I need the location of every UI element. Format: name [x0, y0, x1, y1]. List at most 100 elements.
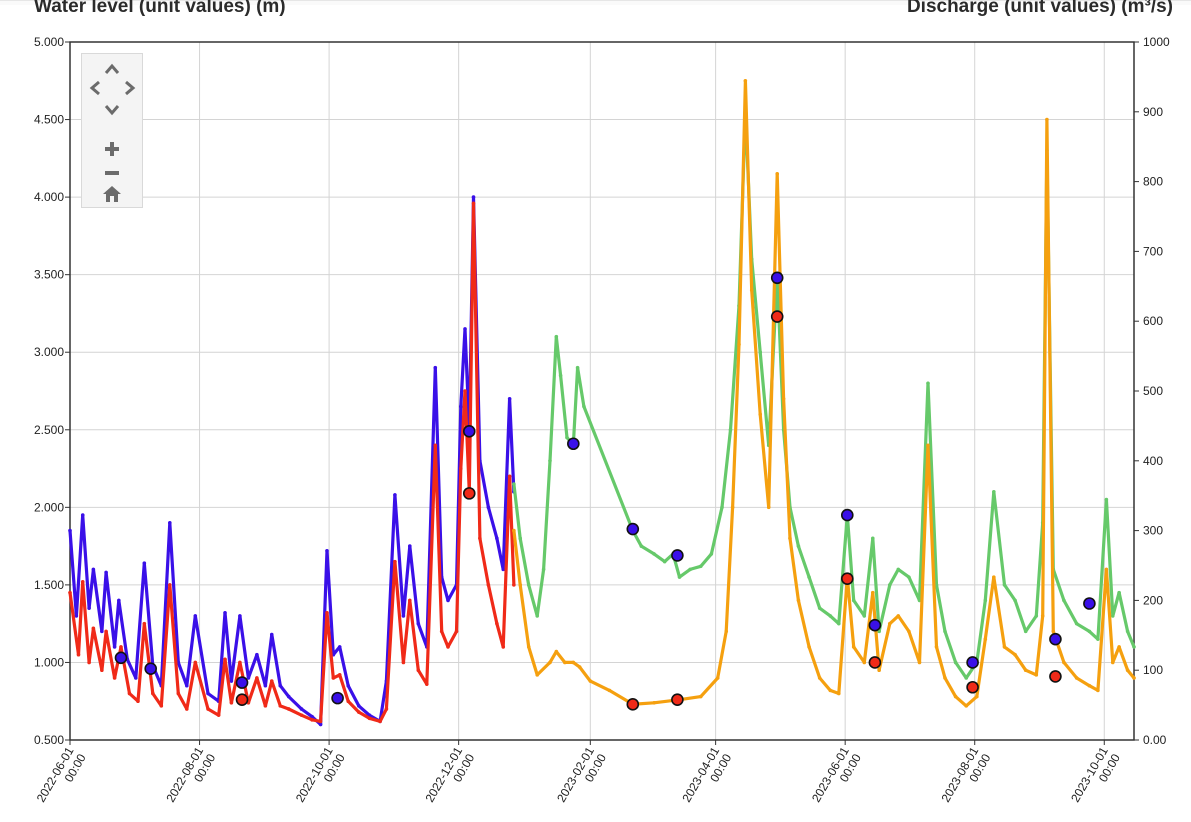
series-point-1: [416, 668, 421, 672]
series-point-3: [652, 700, 656, 705]
series-point-2: [558, 373, 563, 378]
series-point-3: [749, 288, 754, 292]
series-point-2: [1104, 497, 1109, 502]
series-point-3: [896, 614, 901, 618]
series-point-3: [907, 629, 911, 634]
series-point-1: [206, 707, 210, 711]
series-point-3: [724, 629, 729, 634]
series-point-3: [715, 676, 720, 680]
x-tick-label: 2023-08-0100:00: [938, 744, 993, 811]
series-point-3: [518, 583, 523, 587]
right-tick-label: 400: [1143, 454, 1163, 468]
series-point-3: [1034, 673, 1039, 677]
series-point-1: [346, 699, 351, 704]
field-visit-marker-blue: [331, 691, 344, 705]
series-point-0: [357, 704, 361, 708]
series-point-2: [907, 575, 911, 579]
series-point-3: [577, 665, 582, 669]
field-visit-marker-blue: [144, 662, 158, 675]
zoom-in-icon[interactable]: [101, 138, 123, 160]
series-point-2: [828, 614, 833, 618]
home-icon[interactable]: [101, 183, 123, 205]
series-point-3: [554, 649, 559, 654]
field-visit-marker-blue: [671, 549, 684, 562]
series-point-2: [512, 482, 516, 486]
series-point-0: [117, 598, 121, 603]
series-point-2: [526, 583, 531, 587]
left-tick-label: 2.500: [34, 423, 64, 437]
series-point-2: [548, 459, 552, 463]
series-point-2: [1074, 621, 1079, 626]
pan-left-icon[interactable]: [85, 77, 107, 99]
series-point-0: [278, 683, 283, 688]
series-point-3: [1062, 660, 1066, 665]
series-point-2: [851, 598, 856, 603]
series-point-3: [512, 528, 516, 533]
series-point-2: [887, 583, 892, 587]
series-point-2: [1002, 583, 1007, 587]
series-point-0: [104, 570, 108, 575]
series-point-1: [87, 660, 91, 665]
series-point-3: [1087, 683, 1092, 688]
left-tick-label: 5.000: [34, 35, 64, 49]
series-point-3: [1074, 676, 1079, 680]
series-point-1: [119, 645, 123, 649]
series-point-0: [507, 396, 512, 401]
series-point-1: [408, 598, 412, 603]
series-point-3: [1096, 688, 1100, 693]
series-point-2: [728, 427, 733, 432]
x-tick-label: 2023-06-0100:00: [809, 744, 864, 811]
series-point-2: [943, 629, 947, 634]
series-point-3: [851, 645, 856, 649]
series-point-0: [408, 544, 412, 548]
series-point-3: [775, 172, 780, 176]
series-point-1: [463, 389, 467, 393]
field-visit-marker-blue: [462, 425, 476, 438]
series-point-3: [1051, 629, 1056, 634]
series-point-1: [393, 559, 397, 564]
series-line-3: [512, 79, 1136, 708]
x-tick-label: 2022-10-0100:00: [293, 744, 348, 811]
series-point-3: [1132, 676, 1136, 680]
series-point-2: [992, 490, 996, 494]
series-point-0: [463, 327, 467, 331]
series-point-1: [263, 704, 268, 708]
series-point-3: [737, 342, 741, 347]
pan-up-icon[interactable]: [101, 58, 123, 80]
series-point-3: [758, 412, 763, 417]
series-point-2: [1034, 614, 1039, 618]
series-point-1: [136, 699, 140, 704]
series-point-1: [424, 682, 429, 686]
series-point-3: [730, 505, 735, 510]
series-point-0: [486, 505, 491, 510]
right-tick-label: 300: [1143, 524, 1163, 538]
series-point-3: [1045, 117, 1049, 122]
x-tick-label: 2022-08-0100:00: [163, 744, 218, 811]
x-tick-label: 2022-12-0100:00: [422, 744, 477, 811]
series-point-2: [662, 559, 667, 564]
series-point-3: [788, 536, 792, 541]
series-point-0: [100, 629, 104, 634]
field-visit-marker-blue: [1083, 597, 1096, 610]
series-point-0: [393, 493, 397, 497]
series-point-2: [575, 365, 580, 370]
pan-right-icon[interactable]: [118, 77, 140, 99]
series-point-3: [571, 660, 576, 665]
series-point-2: [964, 676, 969, 680]
series-point-3: [526, 645, 531, 649]
series-point-1: [278, 704, 283, 708]
left-tick-label: 0.500: [34, 733, 64, 747]
series-point-1: [91, 626, 96, 631]
zoom-out-icon[interactable]: [101, 162, 123, 184]
series-point-0: [185, 683, 189, 688]
series-point-0: [168, 521, 172, 525]
pan-down-icon[interactable]: [101, 98, 123, 120]
series-point-1: [76, 652, 81, 657]
series-point-3: [766, 505, 771, 510]
series-point-1: [331, 676, 336, 680]
field-visit-marker-red: [868, 656, 882, 669]
series-point-3: [1104, 567, 1109, 572]
series-point-0: [80, 513, 85, 517]
series-point-2: [862, 614, 867, 618]
